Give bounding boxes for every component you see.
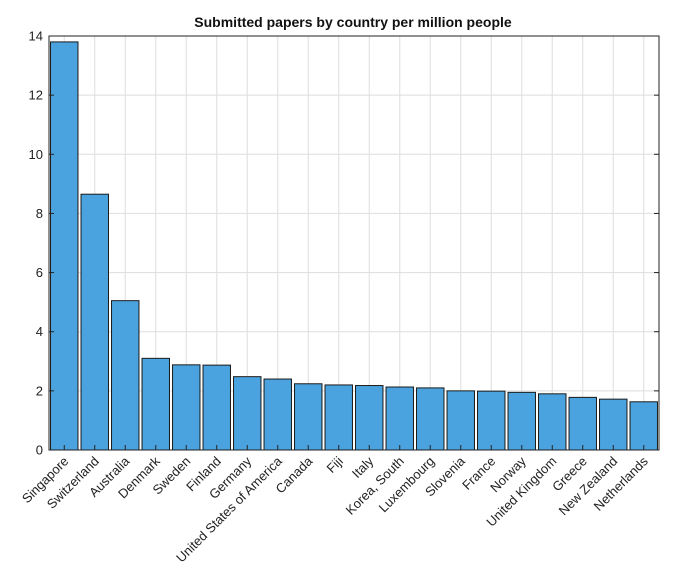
y-axis-ticks: 0 2 4 6 8 10 12 14 [29, 29, 659, 458]
y-tick-label: 4 [36, 324, 43, 339]
bar-italy [355, 385, 384, 451]
y-tick-label: 8 [36, 206, 43, 221]
bar-united-states-of-america [263, 378, 292, 451]
axes-frame [48, 35, 660, 451]
bar-finland [202, 364, 231, 451]
y-tick-label: 12 [29, 88, 43, 103]
bar-australia [111, 300, 140, 451]
bar-luxembourg [416, 387, 445, 451]
bar-singapore [50, 41, 79, 451]
y-tick-label: 2 [36, 383, 43, 398]
bar-new-zealand [599, 398, 628, 451]
bar-denmark [141, 357, 170, 451]
bar-greece [568, 396, 597, 451]
x-tick-label: Fiji [324, 453, 346, 475]
y-tick-label: 0 [36, 443, 43, 458]
bar-netherlands [629, 401, 658, 451]
chart-title: Submitted papers by country per million … [194, 14, 512, 30]
bar-france [477, 390, 506, 451]
grid-layer [49, 36, 659, 450]
bar-canada [294, 383, 323, 451]
bar-norway [507, 391, 536, 451]
bar-sweden [172, 364, 201, 451]
y-tick-label: 14 [29, 29, 43, 44]
bar-switzerland [80, 193, 109, 451]
bar-fiji [324, 384, 353, 451]
y-tick-label: 6 [36, 265, 43, 280]
bar-slovenia [446, 390, 475, 451]
bar-korea-south [385, 386, 414, 451]
bars-layer [50, 41, 658, 451]
bar-united-kingdom [538, 393, 567, 451]
bar-germany [233, 376, 262, 451]
x-axis-ticks: SingaporeSwitzerlandAustraliaDenmarkSwed… [19, 445, 651, 565]
y-tick-label: 10 [29, 147, 43, 162]
